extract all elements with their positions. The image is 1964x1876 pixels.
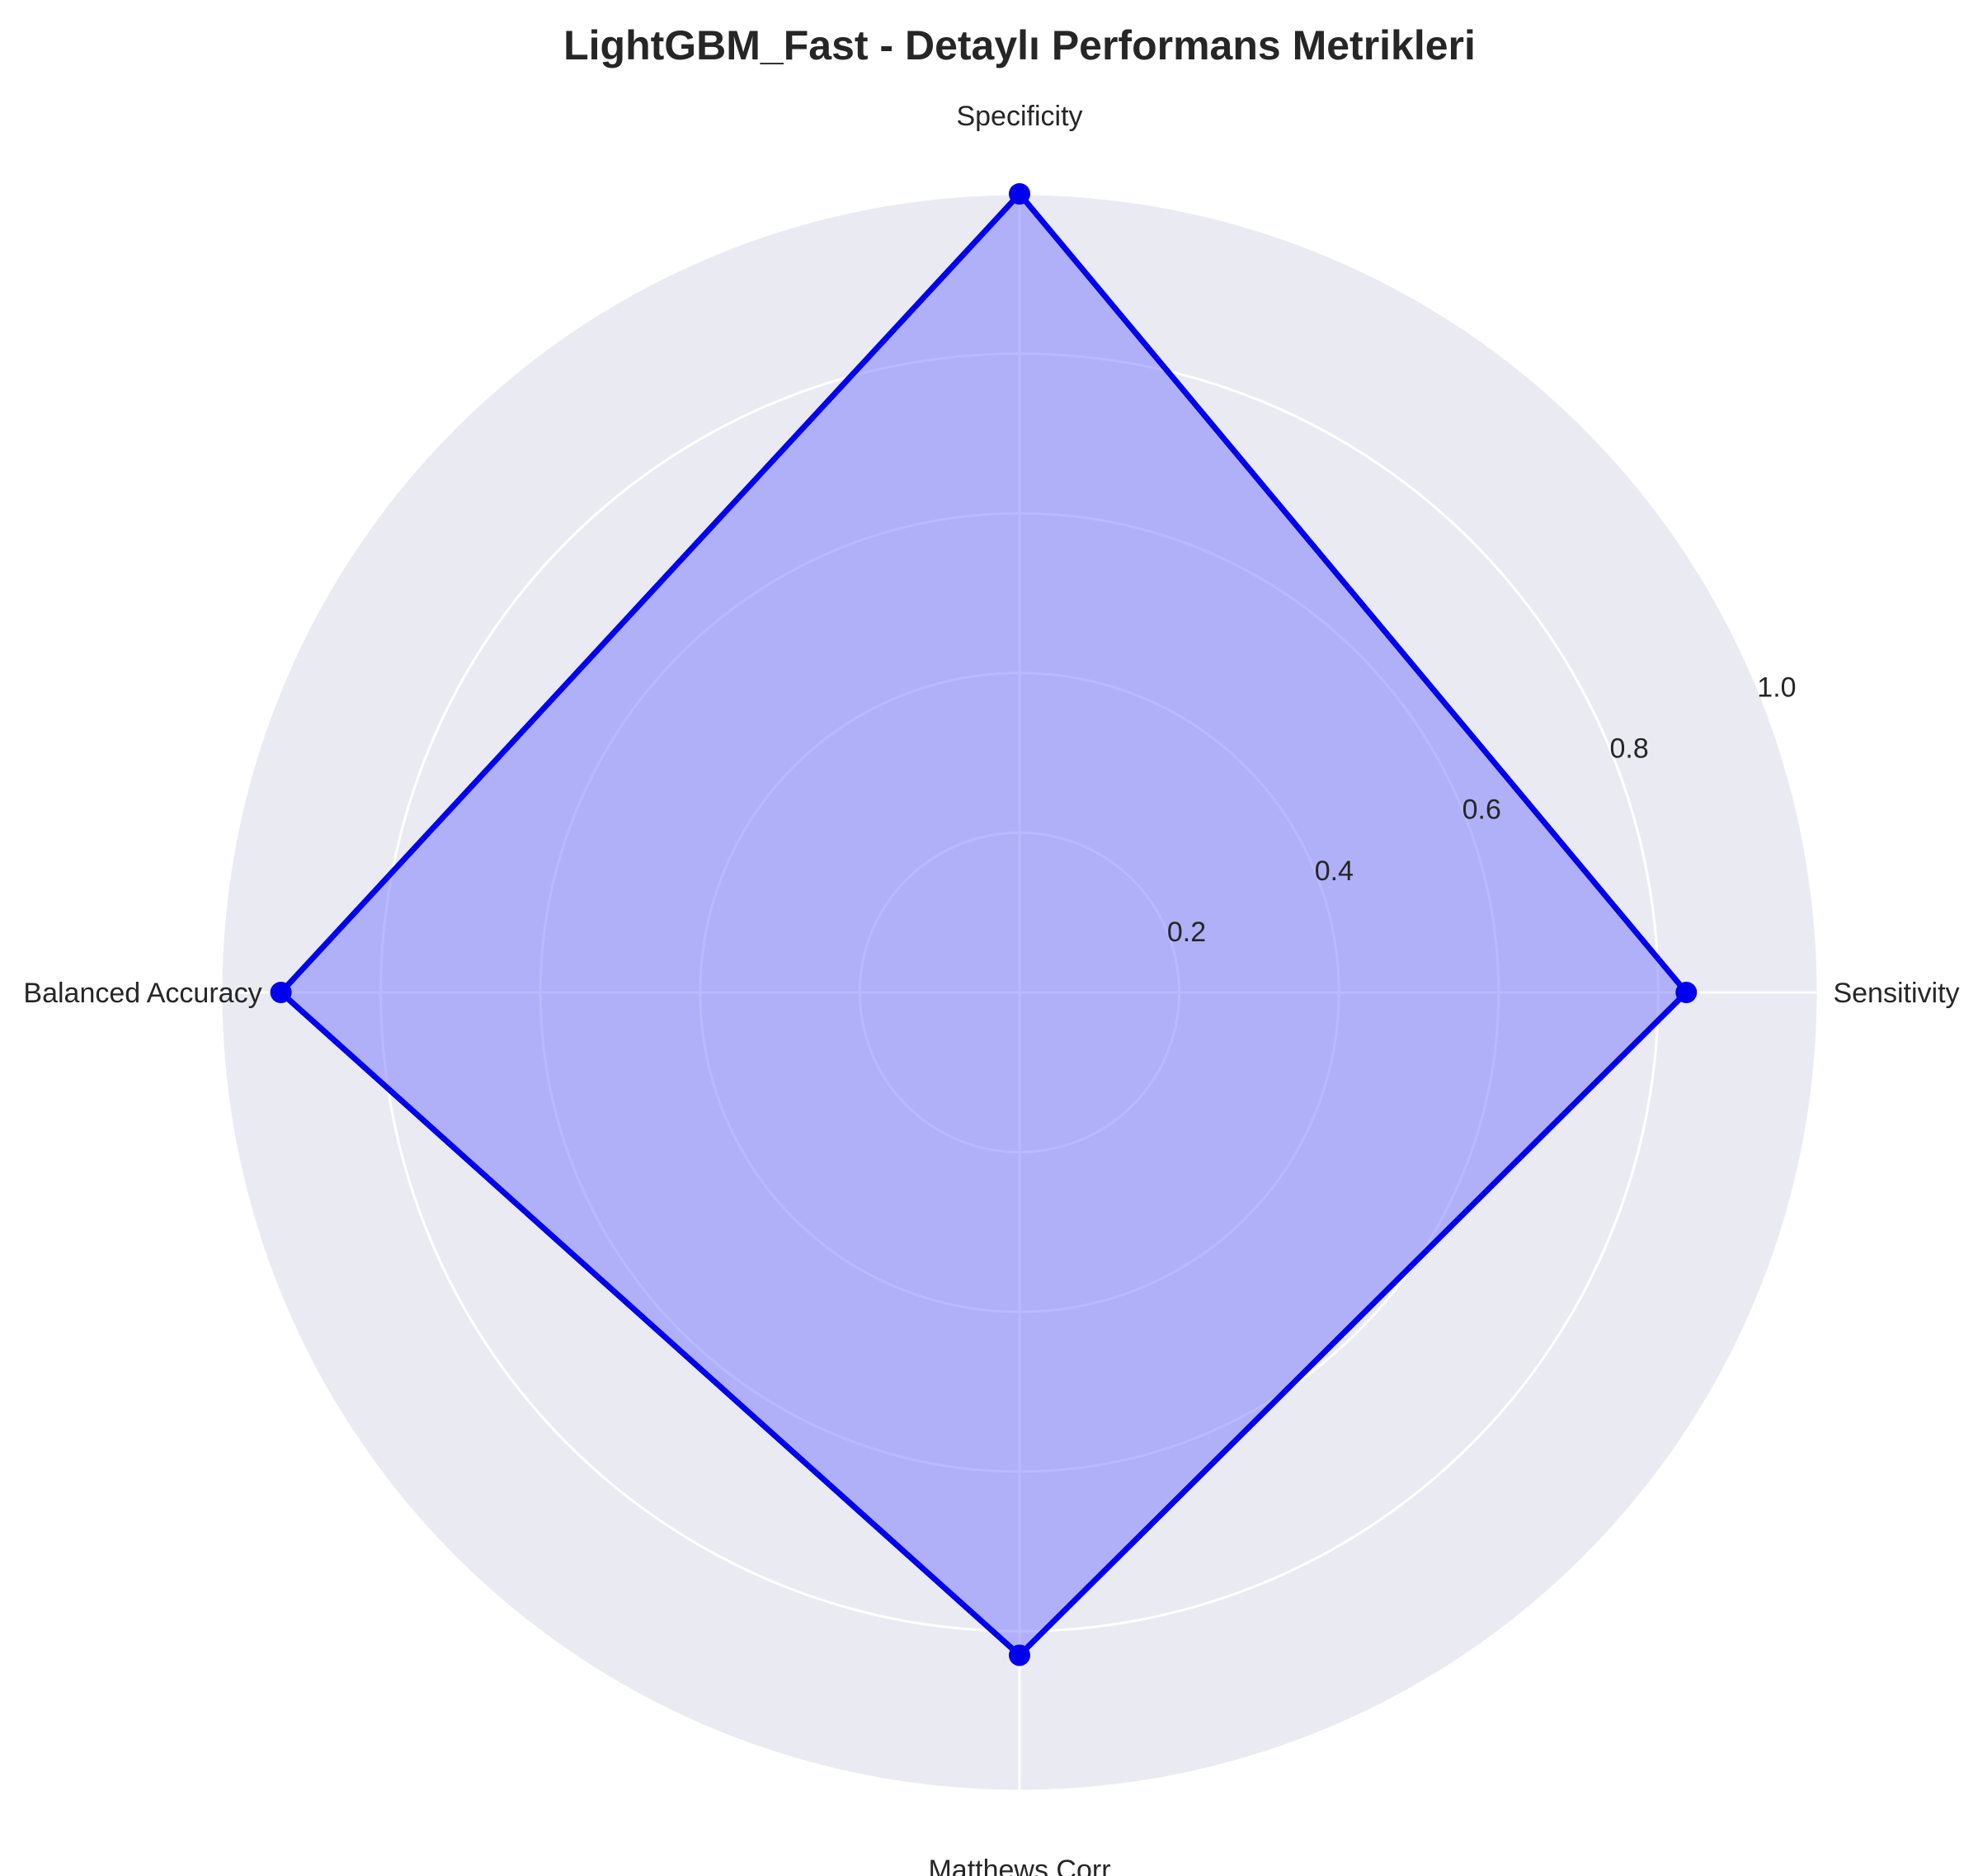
- radial-tick-label: 0.4: [1315, 856, 1354, 887]
- radial-tick-label: 0.2: [1167, 917, 1206, 948]
- data-point: [1009, 183, 1030, 205]
- series-area: [280, 194, 1687, 1656]
- axis-label: Balanced Accuracy: [23, 978, 261, 1009]
- radial-tick-label: 0.6: [1462, 794, 1501, 826]
- axis-label: Sensitivity: [1833, 978, 1959, 1009]
- axis-label: Matthews Corr: [928, 1855, 1110, 1876]
- radial-tick-label: 1.0: [1757, 672, 1796, 704]
- chart-title: LightGBM_Fast - Detaylı Performans Metri…: [563, 22, 1476, 68]
- axis-label: Specificity: [956, 101, 1082, 132]
- series-layer: [270, 183, 1698, 1666]
- radial-tick-labels: 0.2 0.4 0.6 0.8 1.0: [1167, 672, 1797, 948]
- data-point: [1675, 982, 1698, 1003]
- radial-tick-label: 0.8: [1610, 733, 1649, 765]
- data-point: [1009, 1644, 1030, 1666]
- data-point: [270, 982, 292, 1003]
- axis-labels: Sensitivity Specificity Balanced Accuracy M…: [23, 101, 1959, 1876]
